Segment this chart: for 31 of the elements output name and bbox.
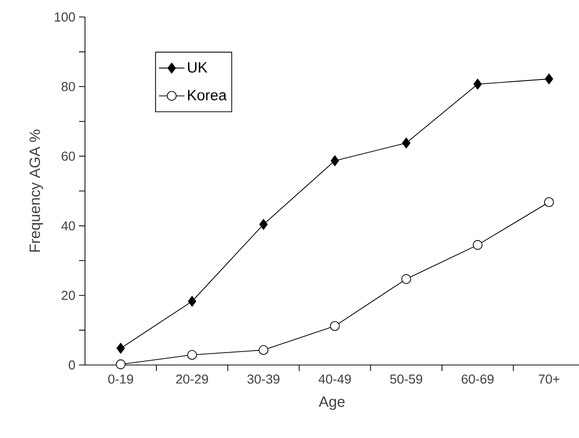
y-tick-label: 100: [54, 12, 75, 22]
point: [258, 345, 268, 355]
x-axis-title: Age: [318, 396, 345, 410]
x-tick-label: 70+: [538, 374, 560, 384]
legend-label: UK: [188, 62, 208, 73]
point: [473, 78, 482, 90]
x-tick-label: 40-49: [318, 374, 351, 384]
point: [544, 74, 554, 84]
point: [116, 342, 125, 354]
x-tick-label: 30-39: [247, 374, 280, 384]
x-tick-label: 60-69: [462, 374, 494, 384]
y-tick-label: 0: [68, 360, 75, 370]
point: [472, 240, 483, 250]
legend-label: Korea: [188, 90, 227, 100]
point: [330, 155, 340, 166]
x-tick-label: 50-59: [390, 374, 422, 384]
y-tick-label: 20: [62, 290, 75, 300]
y-tick-label: 40: [61, 221, 75, 230]
point: [330, 321, 340, 331]
point: [187, 350, 197, 360]
y-tick-label: 80: [62, 82, 75, 92]
point: [544, 197, 554, 208]
x-tick-label: 20-29: [176, 374, 208, 384]
point: [116, 359, 126, 370]
y-axis-title: Frequency AGA %: [29, 130, 44, 252]
point: [188, 296, 196, 307]
point: [401, 274, 412, 284]
point: [259, 219, 268, 230]
point: [402, 138, 410, 148]
x-tick-label: 0-19: [108, 374, 134, 384]
y-tick-label: 60: [62, 152, 75, 161]
